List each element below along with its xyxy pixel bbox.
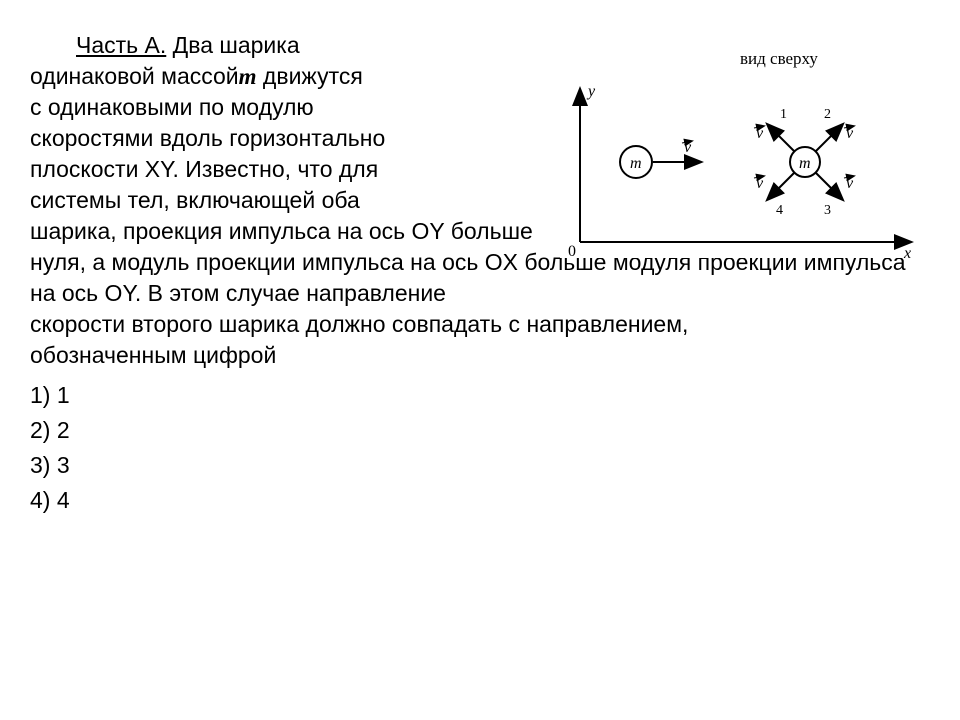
diagram-svg: 0 x y m v m 1 v 2 v — [560, 72, 920, 262]
option-2: 2) 2 — [30, 415, 930, 446]
t5: плоскости XY. Известно, что для — [30, 156, 378, 182]
option-3: 3) 3 — [30, 450, 930, 481]
t4: скоростями вдоль горизонтально — [30, 125, 385, 151]
option-4: 4) 4 — [30, 485, 930, 516]
t3: с одинаковыми по модулю — [30, 94, 314, 120]
t2b: движутся — [257, 63, 363, 89]
answer-options: 1) 1 2) 2 3) 3 4) 4 — [30, 380, 930, 516]
dir-3-label: 3 — [824, 203, 831, 218]
option-1: 1) 1 — [30, 380, 930, 411]
t9: обозначенным цифрой — [30, 342, 276, 368]
heading: Часть А. — [76, 32, 166, 58]
axis-y-label: y — [586, 83, 596, 100]
mass-symbol: m — [239, 64, 257, 89]
left-ball-label: m — [630, 155, 642, 172]
dir-2-label: 2 — [824, 107, 831, 122]
dir-4-label: 4 — [776, 203, 783, 218]
figure: вид сверху 0 x y m v m — [560, 48, 920, 258]
t2a: одинаковой массой — [30, 63, 239, 89]
axis-x-label: x — [903, 245, 911, 262]
dir-1-label: 1 — [780, 107, 787, 122]
t6: системы тел, включающей оба — [30, 187, 360, 213]
origin-label: 0 — [568, 243, 576, 260]
page: вид сверху 0 x y m v m — [0, 0, 960, 530]
figure-caption: вид сверху — [740, 48, 818, 71]
right-ball-label: m — [799, 155, 811, 172]
right-ball-group: m 1 v 2 v 3 v 4 v — [754, 107, 854, 218]
t1: Два шарика — [166, 32, 299, 58]
t8: скорости второго шарика должно совпадать… — [30, 311, 688, 337]
